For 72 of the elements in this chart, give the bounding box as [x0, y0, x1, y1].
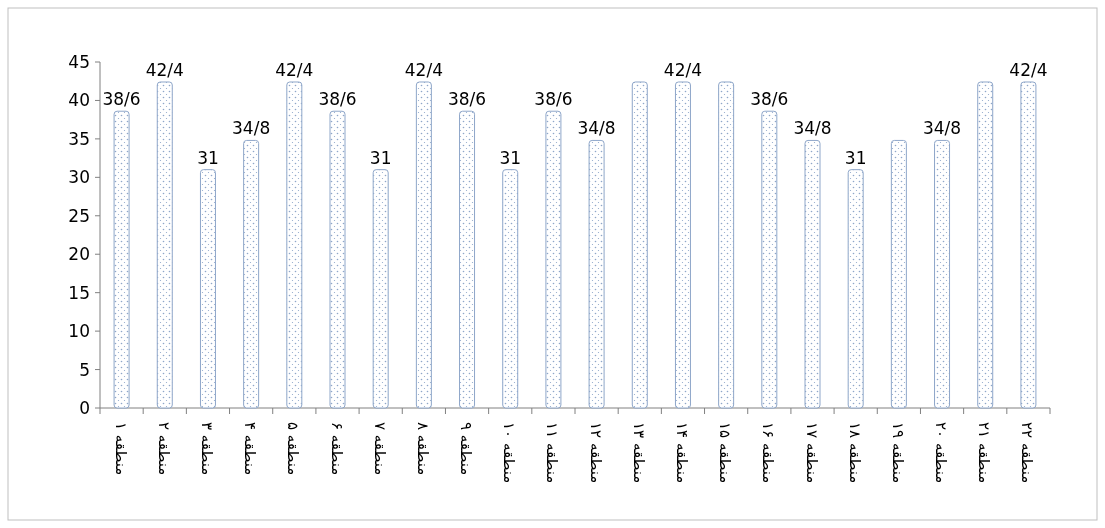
bar: [286, 81, 303, 409]
x-tick-label: منطقه ۱۸: [845, 422, 864, 484]
x-tick-label: منطقه ۸: [413, 422, 432, 476]
data-label: 34/8: [577, 118, 616, 139]
bar: [372, 169, 389, 409]
bar: [847, 169, 864, 409]
bar: [718, 81, 735, 409]
data-label: 38/6: [534, 89, 573, 110]
y-tick-label: 40: [68, 90, 90, 111]
y-tick-label: 35: [68, 128, 90, 149]
x-tick-label: منطقه ۱۳: [629, 422, 648, 484]
bar: [674, 81, 691, 409]
bar: [890, 139, 907, 409]
bar: [459, 110, 476, 409]
x-tick-label: منطقه ۵: [284, 422, 303, 476]
x-tick-label: منطقه ۲۲: [1018, 422, 1037, 484]
data-label: 42/4: [275, 59, 314, 80]
data-label: 31: [499, 147, 522, 168]
data-label: 38/6: [750, 89, 789, 110]
data-label: 42/4: [145, 59, 184, 80]
data-label: 31: [844, 147, 867, 168]
y-tick-label: 30: [68, 167, 90, 188]
x-tick-label: منطقه ۱۱: [543, 422, 562, 484]
y-tick-label: 20: [68, 244, 90, 265]
x-tick-label: منطقه ۶: [327, 422, 346, 476]
x-tick-label: منطقه ۲۱: [975, 422, 994, 484]
x-tick-label: منطقه ۱۹: [888, 422, 907, 484]
x-tick-label: منطقه ۹: [457, 422, 476, 476]
x-tick-label: منطقه ۱۵: [716, 422, 735, 484]
x-tick-label: منطقه ۳: [197, 422, 216, 476]
data-label: 34/8: [793, 118, 832, 139]
y-tick-label: 5: [79, 359, 90, 380]
data-label: 34/8: [232, 118, 271, 139]
data-label: 42/4: [1009, 59, 1048, 80]
x-tick-label: منطقه ۱: [111, 422, 130, 476]
bar: [199, 169, 216, 409]
x-tick-label: منطقه ۱۲: [586, 422, 605, 484]
x-tick-label: منطقه ۱۶: [759, 422, 778, 484]
bar: [329, 110, 346, 409]
bar: [502, 169, 519, 409]
bar: [156, 81, 173, 409]
data-label: 31: [369, 147, 392, 168]
bar: [761, 110, 778, 409]
bar: [977, 81, 994, 409]
bar: [804, 139, 821, 409]
x-tick-label: منطقه ۱۴: [672, 422, 691, 484]
bar: [588, 139, 605, 409]
y-tick-label: 10: [68, 321, 90, 342]
x-tick-label: منطقه ۲۰: [932, 422, 951, 484]
bar: [545, 110, 562, 409]
y-tick-label: 0: [79, 398, 90, 418]
x-tick-label: منطقه ۷: [370, 422, 389, 476]
data-label: 38/6: [447, 89, 487, 110]
data-label: 34/8: [922, 118, 962, 139]
bar: [1020, 81, 1037, 409]
data-label: 38/6: [102, 89, 141, 110]
bar: [415, 81, 432, 409]
bar: [934, 139, 951, 409]
x-tick-label: منطقه ۴: [241, 422, 260, 476]
x-tick-label: منطقه ۲: [154, 422, 173, 476]
data-label: 42/4: [663, 59, 703, 80]
data-label: 38/6: [318, 89, 357, 110]
y-tick-label: 45: [68, 52, 90, 72]
y-tick-label: 15: [68, 282, 90, 303]
x-tick-label: منطقه ۱۷: [802, 422, 821, 484]
x-tick-label: منطقه ۱۰: [500, 422, 519, 484]
bar: [243, 139, 260, 409]
bar: [113, 110, 130, 409]
bar: [631, 81, 648, 409]
data-label: 31: [197, 147, 219, 168]
y-tick-label: 25: [68, 205, 90, 226]
data-label: 42/4: [404, 59, 443, 80]
